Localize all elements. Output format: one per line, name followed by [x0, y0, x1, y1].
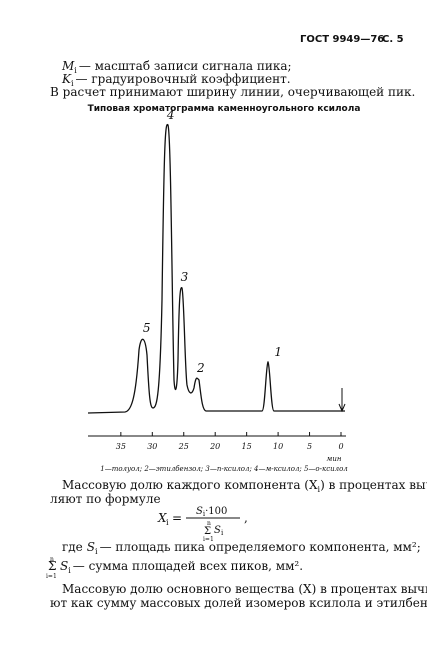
symbol: M — [61, 59, 75, 73]
num: Si·100 — [196, 506, 227, 518]
sum-bottom: i=1 — [203, 536, 214, 543]
formula: X i = Si·100 n Σ i=1 S i , — [157, 506, 248, 543]
t: — площадь пика определяемого компонента,… — [100, 540, 421, 554]
peak-label: 1 — [274, 345, 282, 359]
paragraph: ют как сумму массовых долей изомеров кси… — [50, 596, 427, 610]
paragraph: В расчет принимают ширину линии, очерчив… — [50, 85, 415, 99]
symbol: K — [61, 72, 72, 86]
tail: , — [244, 511, 248, 525]
tick-label: 15 — [242, 442, 252, 451]
arrow-head — [338, 403, 346, 413]
t: i — [68, 566, 71, 575]
t: Массовую долю каждого компонента (X — [62, 478, 318, 492]
t: — сумма площадей всех пиков, мм². — [73, 559, 303, 573]
paragraph: Массовую долю каждого компонента (Xi) в … — [62, 478, 427, 494]
standard: ГОСТ 9949—76 — [300, 34, 384, 45]
where: где Si — площадь пика определяемого компон… — [62, 540, 421, 556]
tick-label: 30 — [147, 442, 157, 451]
tick-label: 5 — [307, 442, 312, 451]
page-number: С. 5 — [382, 34, 404, 45]
peak-label: 2 — [196, 361, 205, 375]
where: Si — сумма площадей всех пиков, мм². — [60, 559, 303, 575]
lhs-sub: i — [166, 518, 169, 527]
figure-title: Типовая хроматограмма каменноугольного к… — [88, 104, 361, 114]
peak-label: 5 — [143, 321, 151, 335]
sum-top: n — [207, 520, 211, 527]
curve — [87, 123, 345, 414]
sum: Σ — [48, 559, 56, 573]
definition: Mi — масштаб записи сигнала пика; — [61, 59, 292, 75]
figure-caption: 1—толуол; 2—этилбензол; 3—п-ксилол; 4—м-… — [100, 465, 348, 473]
sum: Σ — [204, 526, 211, 537]
t: ·100 — [205, 506, 227, 517]
tick-label: 0 — [338, 442, 343, 451]
tick-label: 10 — [273, 442, 283, 451]
chromatogram — [87, 123, 346, 437]
definition: Ki — градуировочный коэффициент. — [61, 72, 291, 88]
t: ) в процентах вычис- — [320, 478, 427, 492]
sum-top: n — [50, 556, 54, 563]
den-sub: i — [221, 529, 224, 537]
tick-label: 35 — [116, 442, 126, 451]
sub: i — [71, 79, 74, 88]
axis-unit: мин — [327, 455, 342, 463]
sub: i — [74, 66, 77, 75]
sum-bottom: i=1 — [46, 573, 57, 580]
t: i — [95, 547, 98, 556]
tick-label: 20 — [209, 442, 220, 451]
eq: = — [172, 511, 182, 525]
sub: i — [318, 485, 321, 494]
paragraph: ляют по формуле — [50, 492, 161, 506]
t: S — [60, 559, 68, 573]
text: — масштаб записи сигнала пика; — [79, 59, 292, 73]
den: S — [214, 525, 221, 536]
peak-label: 4 — [166, 108, 175, 122]
lhs: X — [157, 511, 167, 525]
t: i — [203, 510, 206, 518]
t: S — [87, 540, 95, 554]
paragraph: Массовую долю основного вещества (X) в п… — [62, 582, 427, 596]
peak-label: 3 — [181, 270, 189, 284]
t: где — [62, 540, 83, 554]
text: — градуировочный коэффициент. — [76, 72, 291, 86]
tick-label: 25 — [178, 442, 189, 451]
t: S — [196, 506, 203, 517]
